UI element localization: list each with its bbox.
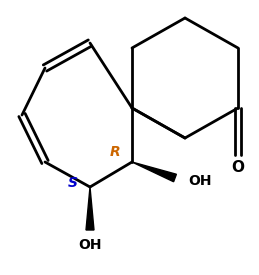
- Text: O: O: [232, 161, 244, 175]
- Polygon shape: [86, 187, 94, 230]
- Text: OH: OH: [188, 174, 212, 188]
- Text: OH: OH: [78, 238, 102, 252]
- Text: R: R: [110, 145, 120, 159]
- Text: S: S: [68, 176, 78, 190]
- Polygon shape: [132, 162, 176, 182]
